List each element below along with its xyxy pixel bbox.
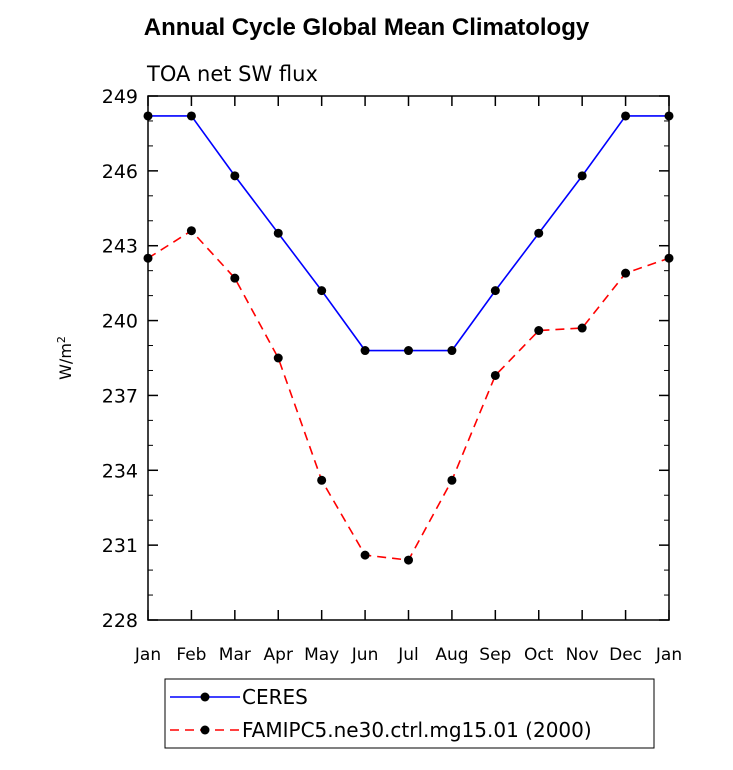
series-2-point <box>360 550 370 560</box>
x-tick-label: Jan <box>134 645 161 665</box>
y-tick-label: 237 <box>102 385 138 407</box>
chart-title: Annual Cycle Global Mean Climatology <box>143 14 590 41</box>
legend-marker-1 <box>200 692 210 702</box>
y-tick-label: 234 <box>102 460 138 482</box>
series-line-1 <box>148 115 669 352</box>
series-1-point <box>186 111 196 121</box>
y-tick-label: 246 <box>102 161 138 183</box>
series-1-point <box>230 171 240 181</box>
y-axis: 228 231 234 237 240 243 246 249 <box>102 86 669 632</box>
series-2-point <box>664 253 674 263</box>
series-1-point <box>577 171 587 181</box>
x-axis: Jan Feb Mar Apr May Jun Jul Aug Sep Oct Nov Dec Jan <box>134 96 682 665</box>
series-1-point <box>534 228 544 238</box>
series-2-point <box>577 323 587 333</box>
series-1-point <box>447 346 457 356</box>
x-tick-label: Jan <box>655 645 682 665</box>
series-2-point <box>404 555 413 565</box>
y-tick-label: 249 <box>102 86 138 108</box>
x-tick-label: Nov <box>566 645 599 665</box>
series-2-point <box>317 475 327 485</box>
legend-label-2: FAMIPC5.ne30.ctrl.mg15.01 (2000) <box>242 718 592 742</box>
x-tick-label: Apr <box>264 645 293 665</box>
x-tick-label: Jul <box>397 645 419 665</box>
x-tick-label: Oct <box>524 645 554 665</box>
series-2-point <box>230 273 240 283</box>
series-1-point <box>664 111 674 121</box>
series-1-point <box>621 111 631 121</box>
x-tick-label: May <box>304 645 339 665</box>
series-layer <box>143 111 674 565</box>
y-tick-label: 240 <box>102 311 138 333</box>
legend-box <box>164 678 655 749</box>
series-line-2 <box>147 229 670 561</box>
x-tick-label: Dec <box>609 645 642 665</box>
y-axis-label: W/m2 <box>55 336 75 380</box>
chart-subtitle: TOA net SW flux <box>146 62 318 86</box>
series-2-point <box>621 268 631 278</box>
series-2-point <box>447 475 457 485</box>
series-1-point <box>143 111 153 121</box>
series-1-point <box>273 228 283 238</box>
x-tick-label: Aug <box>435 645 468 665</box>
series-2-point <box>143 253 153 263</box>
series-1-point <box>360 346 370 356</box>
y-tick-label: 231 <box>102 535 138 557</box>
series-2-point <box>490 370 500 380</box>
legend-marker-2 <box>200 725 210 735</box>
series-2-point <box>186 226 196 236</box>
y-axis-label-superscript: 2 <box>55 336 68 343</box>
series-2-point <box>273 353 283 363</box>
series-1-point <box>490 286 500 296</box>
y-tick-label: 243 <box>102 236 138 258</box>
x-tick-label: Mar <box>219 645 251 665</box>
y-tick-label: 228 <box>102 610 138 632</box>
legend-label-1: CERES <box>242 685 308 709</box>
x-tick-label: Sep <box>479 645 511 665</box>
x-tick-label: Jun <box>351 645 379 665</box>
legend: CERES FAMIPC5.ne30.ctrl.mg15.01 (2000) <box>170 685 592 742</box>
series-1-point <box>317 286 327 296</box>
plot-frame <box>147 95 670 621</box>
series-1-point <box>404 346 413 356</box>
series-2-point <box>534 326 544 336</box>
x-tick-label: Feb <box>176 645 206 665</box>
